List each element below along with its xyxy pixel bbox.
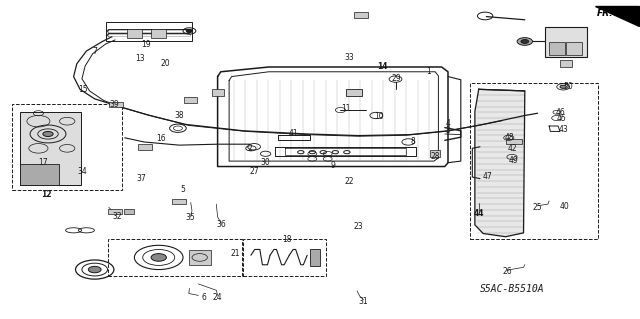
Text: 35: 35: [186, 213, 196, 222]
Bar: [506, 139, 522, 144]
Bar: [127, 29, 142, 38]
Bar: [20, 112, 81, 185]
Bar: [12, 104, 122, 190]
Circle shape: [521, 40, 529, 43]
Circle shape: [517, 38, 532, 45]
Text: 48: 48: [504, 133, 515, 142]
Text: 39: 39: [109, 100, 119, 109]
Bar: [172, 199, 186, 204]
Text: 27: 27: [250, 167, 260, 176]
Bar: [430, 150, 440, 157]
Text: 13: 13: [134, 54, 145, 63]
Bar: [106, 22, 192, 41]
Text: 9: 9: [330, 161, 335, 170]
Text: 41: 41: [288, 129, 298, 138]
Bar: [560, 60, 572, 67]
Bar: [189, 250, 211, 265]
Text: 23: 23: [353, 222, 364, 231]
Bar: [212, 89, 224, 96]
Text: 24: 24: [212, 293, 223, 302]
Text: 32: 32: [112, 212, 122, 221]
Text: 33: 33: [344, 53, 354, 62]
Text: 47: 47: [483, 172, 493, 181]
Text: 42: 42: [507, 144, 517, 153]
Text: 11: 11: [341, 104, 350, 113]
Bar: [545, 27, 587, 57]
Circle shape: [186, 29, 193, 33]
Polygon shape: [595, 6, 639, 26]
Text: 15: 15: [78, 85, 88, 94]
Text: 28: 28: [431, 152, 440, 161]
Circle shape: [151, 254, 166, 261]
Text: 38: 38: [174, 111, 184, 120]
Text: 49: 49: [508, 156, 518, 165]
Text: 36: 36: [216, 220, 226, 229]
Text: 14: 14: [378, 63, 388, 71]
Bar: [184, 97, 197, 103]
Text: 45: 45: [557, 114, 567, 123]
Text: 10: 10: [374, 112, 384, 121]
Bar: [124, 209, 134, 214]
Text: 8: 8: [410, 137, 415, 146]
Text: 1: 1: [426, 67, 431, 76]
Circle shape: [88, 266, 101, 273]
Text: 25: 25: [532, 203, 543, 212]
Bar: [138, 144, 152, 150]
Text: 20: 20: [160, 59, 170, 68]
Text: FR.: FR.: [596, 9, 613, 18]
Text: 30: 30: [260, 158, 271, 167]
Bar: [151, 29, 166, 38]
Text: 43: 43: [558, 125, 568, 134]
Text: 5: 5: [180, 185, 185, 194]
Polygon shape: [475, 89, 525, 237]
Bar: [108, 209, 122, 214]
Bar: [108, 239, 242, 276]
Text: 40: 40: [559, 202, 570, 211]
Bar: [354, 12, 368, 18]
Text: 17: 17: [38, 158, 48, 167]
Text: 46: 46: [556, 108, 566, 117]
Text: 7: 7: [92, 47, 97, 56]
Text: 4: 4: [445, 119, 451, 128]
Bar: [566, 42, 582, 55]
Text: 31: 31: [358, 297, 369, 306]
Text: 34: 34: [77, 167, 87, 176]
Text: 22: 22: [344, 177, 353, 186]
Text: 3: 3: [445, 126, 451, 135]
Bar: [243, 239, 326, 276]
Text: 29: 29: [392, 74, 402, 83]
Circle shape: [560, 85, 566, 88]
Text: 21: 21: [231, 249, 240, 258]
Bar: [310, 249, 320, 266]
Text: 19: 19: [141, 40, 151, 49]
Text: 37: 37: [136, 174, 146, 183]
Text: 6: 6: [201, 293, 206, 302]
Bar: [109, 102, 123, 107]
Bar: [346, 89, 362, 96]
Text: 18: 18: [282, 235, 291, 244]
Text: 44: 44: [474, 209, 484, 218]
Text: 16: 16: [156, 134, 166, 143]
Bar: [20, 164, 59, 185]
Text: 2: 2: [247, 144, 252, 153]
Text: 50: 50: [563, 82, 573, 91]
Text: 12: 12: [41, 190, 51, 199]
Circle shape: [43, 131, 53, 137]
Text: 26: 26: [502, 267, 512, 276]
Text: S5AC-B5510A: S5AC-B5510A: [480, 284, 544, 294]
Bar: [470, 83, 598, 239]
Bar: [549, 42, 565, 55]
